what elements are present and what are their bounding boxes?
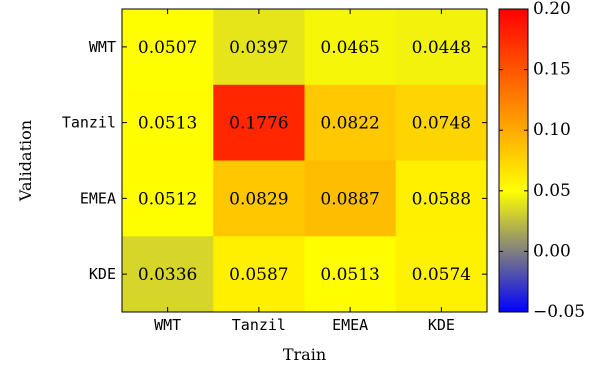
colorbar xyxy=(498,8,529,313)
y-tick-label: KDE xyxy=(89,265,116,283)
cell-value-label: 0.0587 xyxy=(229,265,288,285)
cell-value-label: 0.0822 xyxy=(320,114,379,134)
cell-value-label: 0.0574 xyxy=(412,265,471,285)
cell-value-label: 0.0513 xyxy=(138,114,197,134)
cell-value-label: 0.0513 xyxy=(320,265,379,285)
heatmap-cells xyxy=(122,9,488,313)
cell-value-label: 0.0448 xyxy=(412,38,471,58)
heatmap-cell xyxy=(395,9,488,86)
cell-value-label: 0.1776 xyxy=(229,114,288,134)
heatmap-cell xyxy=(213,236,305,313)
colorbar-tick-label: −0.05 xyxy=(533,302,585,322)
x-axis-label: Train xyxy=(283,345,326,364)
heatmap-cell xyxy=(304,9,397,86)
y-tick-label: Tanzil xyxy=(62,114,116,132)
heatmap-cell xyxy=(213,160,305,237)
cell-value-labels: 0.0507 0.0397 0.0465 0.0448 0.0513 0.1776 0.08… xyxy=(138,38,471,285)
heatmap-cell xyxy=(304,236,397,313)
colorbar-tick-label: 0.00 xyxy=(533,241,571,261)
heatmap-cell xyxy=(304,160,397,237)
heatmap-cell xyxy=(213,9,305,86)
plot-frame xyxy=(121,8,488,313)
y-axis-tick-labels: WMT Tanzil EMEA KDE xyxy=(62,38,116,283)
x-tick-label: WMT xyxy=(154,316,181,334)
cell-value-label: 0.0588 xyxy=(412,189,471,209)
axis-ticks xyxy=(122,9,487,312)
x-tick-label: Tanzil xyxy=(232,316,286,334)
heatmap-cell xyxy=(304,84,397,161)
cell-value-label: 0.0887 xyxy=(320,189,379,209)
heatmap-cell xyxy=(122,160,214,237)
cell-value-label: 0.0829 xyxy=(229,189,288,209)
cell-value-label: 0.0397 xyxy=(229,38,288,58)
colorbar-tick-label: 0.20 xyxy=(533,0,571,19)
colorbar-tick-label: 0.05 xyxy=(533,181,571,201)
heatmap-cell xyxy=(122,9,214,86)
y-tick-label: EMEA xyxy=(80,189,116,207)
heatmap-cell xyxy=(395,84,488,161)
cell-value-label: 0.0465 xyxy=(320,38,379,58)
heatmap-cell xyxy=(122,84,214,161)
cell-value-label: 0.0512 xyxy=(138,189,197,209)
heatmap-cell xyxy=(395,236,488,313)
heatmap-cell xyxy=(395,160,488,237)
colorbar-tick-label: 0.10 xyxy=(533,120,571,140)
heatmap-cell xyxy=(213,84,305,161)
cell-value-label: 0.0507 xyxy=(138,38,197,58)
x-tick-label: KDE xyxy=(428,316,455,334)
y-axis-label: Validation xyxy=(16,120,35,202)
cell-value-label: 0.0748 xyxy=(412,114,471,134)
y-tick-label: WMT xyxy=(89,38,116,56)
x-axis-tick-labels: WMT Tanzil EMEA KDE xyxy=(154,316,455,334)
x-tick-label: EMEA xyxy=(332,316,368,334)
heatmap-cell xyxy=(122,236,214,313)
colorbar-ticks: −0.05 0.00 0.05 0.10 0.15 0.20 xyxy=(499,0,585,322)
colorbar-tick-label: 0.15 xyxy=(533,60,571,80)
cell-value-label: 0.0336 xyxy=(138,265,197,285)
